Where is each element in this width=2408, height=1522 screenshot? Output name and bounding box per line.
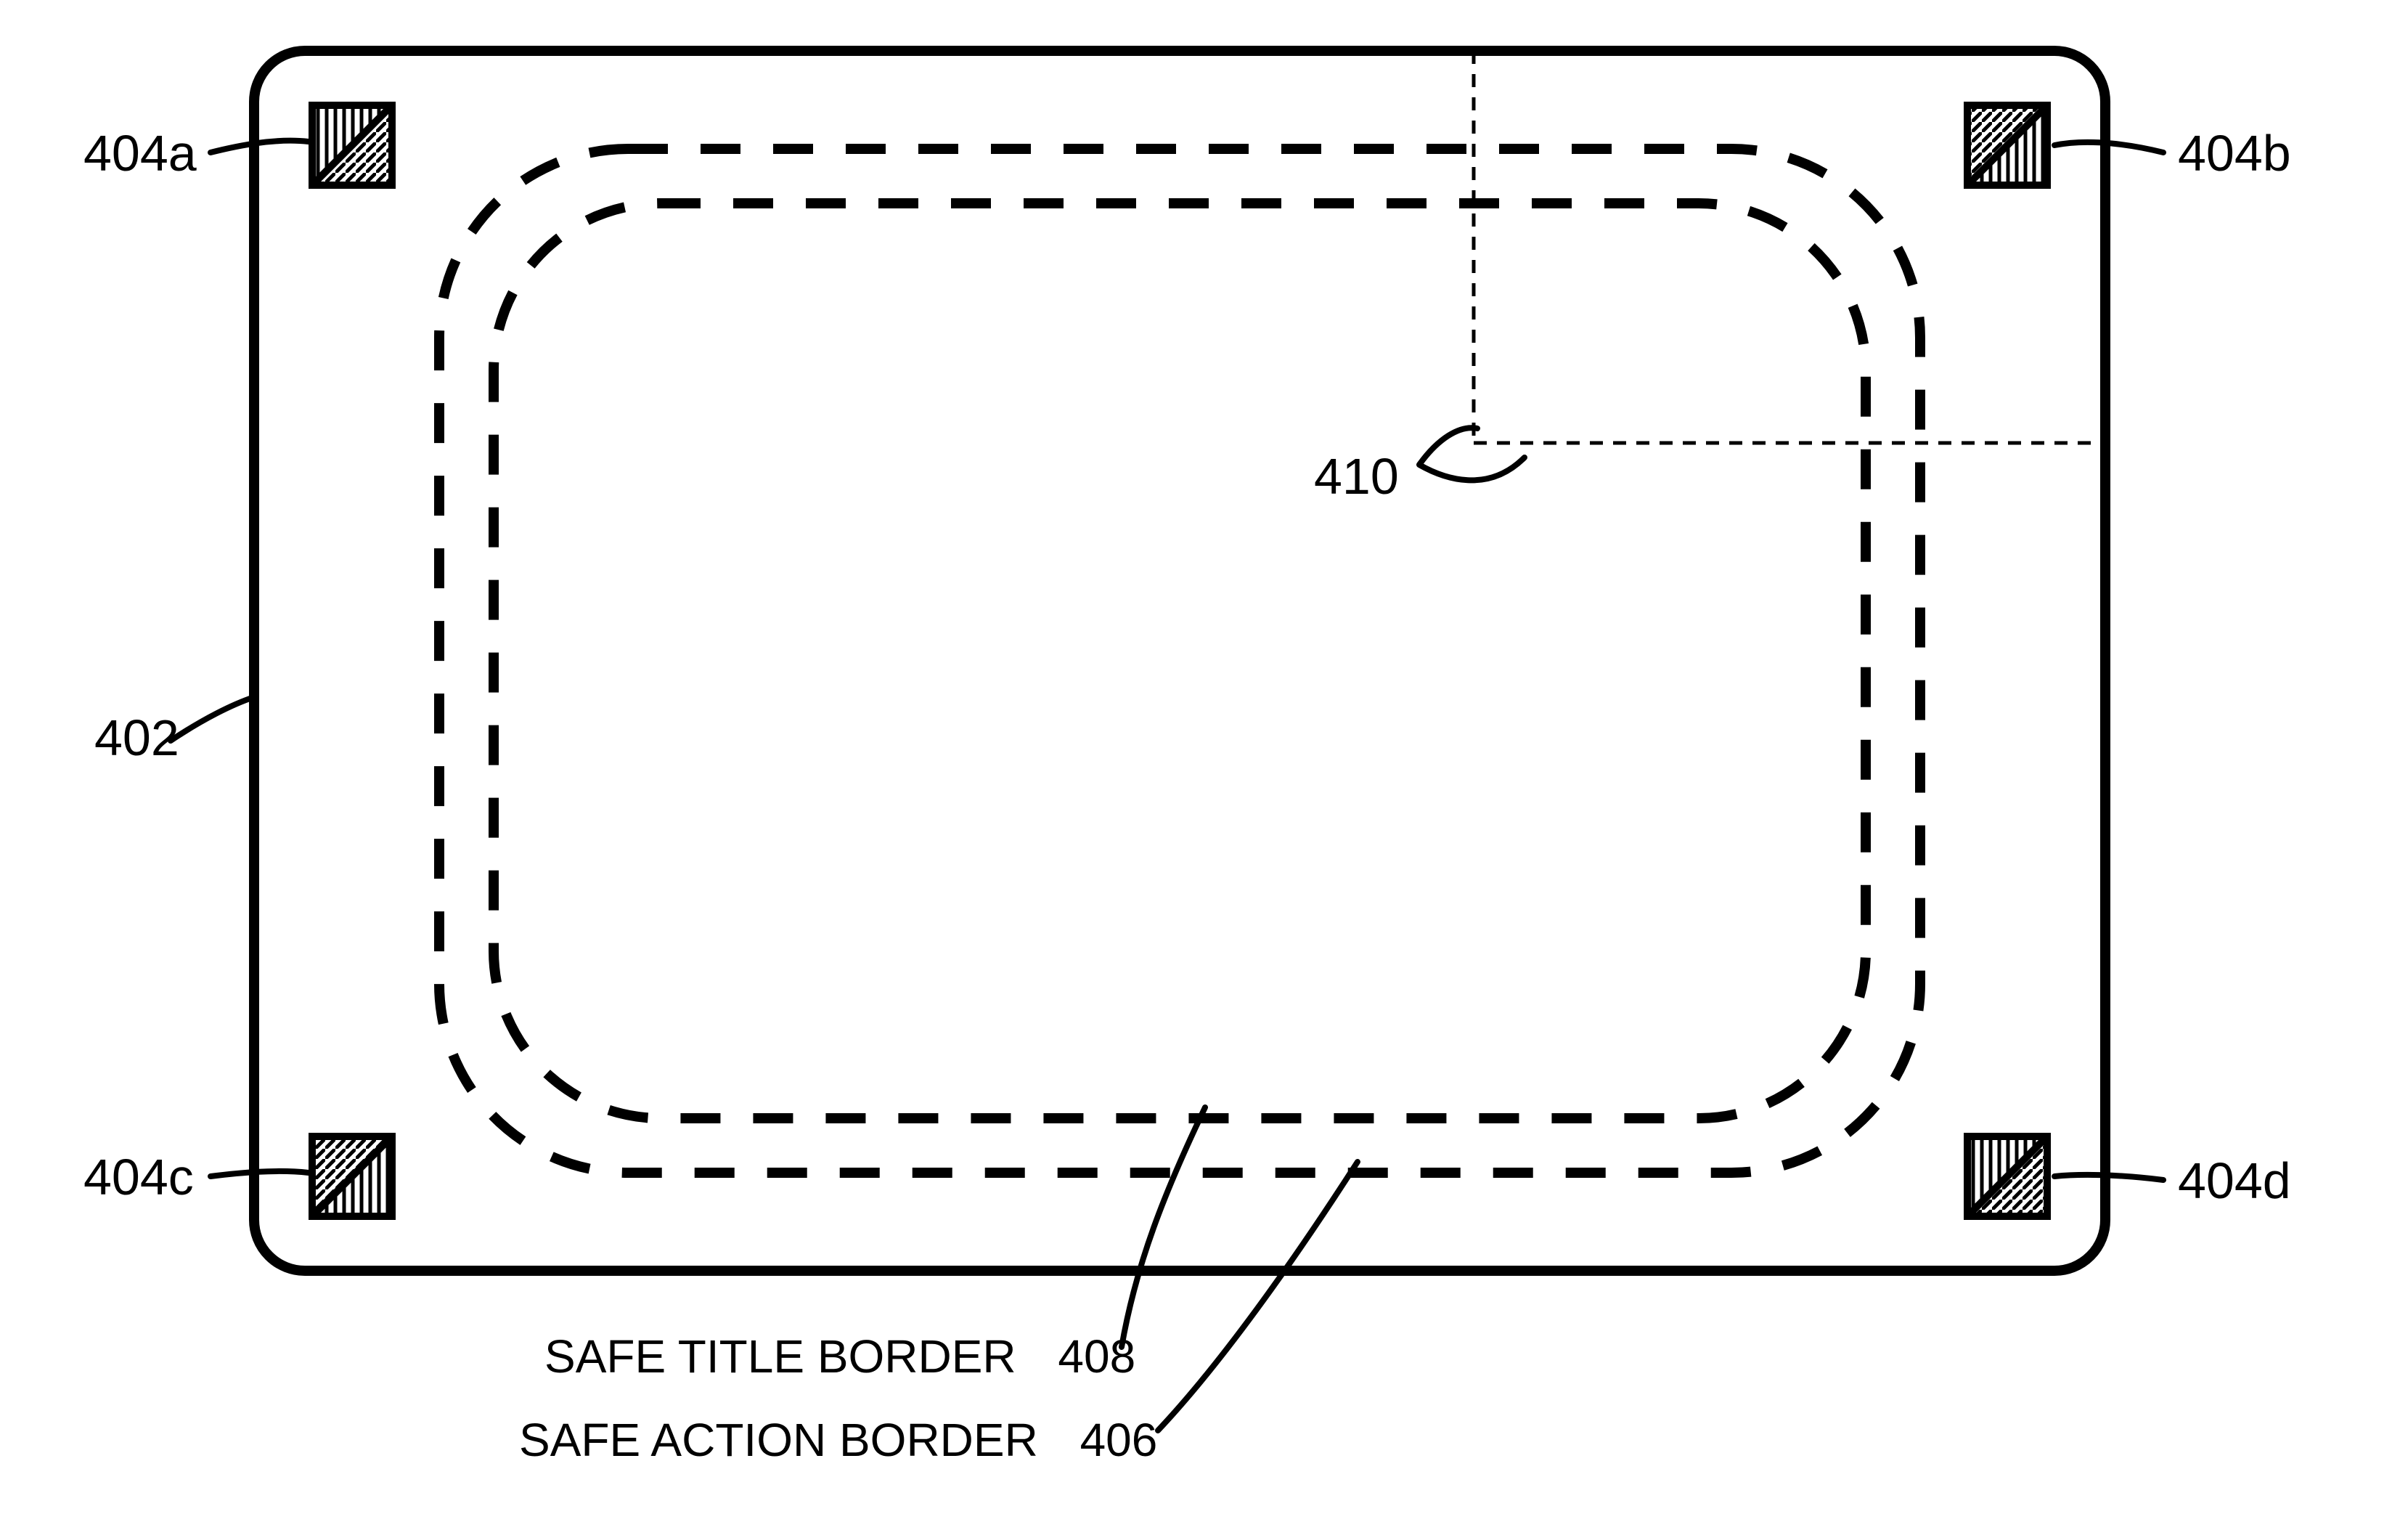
corner-marker-tr — [1967, 105, 2047, 185]
safe-title-border — [494, 203, 1866, 1118]
label-410: 410 — [1314, 448, 1399, 505]
corner-marker-br — [1967, 1136, 2047, 1216]
corner-marker-bl — [312, 1136, 392, 1216]
leader-410 — [1419, 428, 1525, 480]
leader-406 — [1158, 1162, 1358, 1431]
safe-action-border — [439, 149, 1920, 1173]
label-402: 402 — [94, 709, 179, 766]
corner-marker-tl — [312, 105, 392, 185]
label-404b: 404b — [2178, 125, 2291, 182]
label-404d: 404d — [2178, 1152, 2291, 1209]
caption-safe-action-text: SAFE ACTION BORDER — [519, 1414, 1038, 1466]
caption-safe-title: SAFE TITLE BORDER 408 — [544, 1330, 1135, 1383]
caption-safe-action: SAFE ACTION BORDER 406 — [519, 1414, 1157, 1466]
label-404c: 404c — [83, 1149, 194, 1205]
leader-404c — [211, 1171, 309, 1176]
leader-404a — [211, 141, 309, 152]
leader-408 — [1122, 1107, 1205, 1347]
label-404a: 404a — [83, 125, 197, 182]
caption-safe-title-text: SAFE TITLE BORDER — [544, 1330, 1016, 1383]
leader-402 — [171, 697, 254, 741]
screen-frame — [254, 51, 2105, 1271]
caption-safe-action-num: 406 — [1080, 1414, 1158, 1466]
caption-safe-title-num: 408 — [1058, 1330, 1135, 1383]
